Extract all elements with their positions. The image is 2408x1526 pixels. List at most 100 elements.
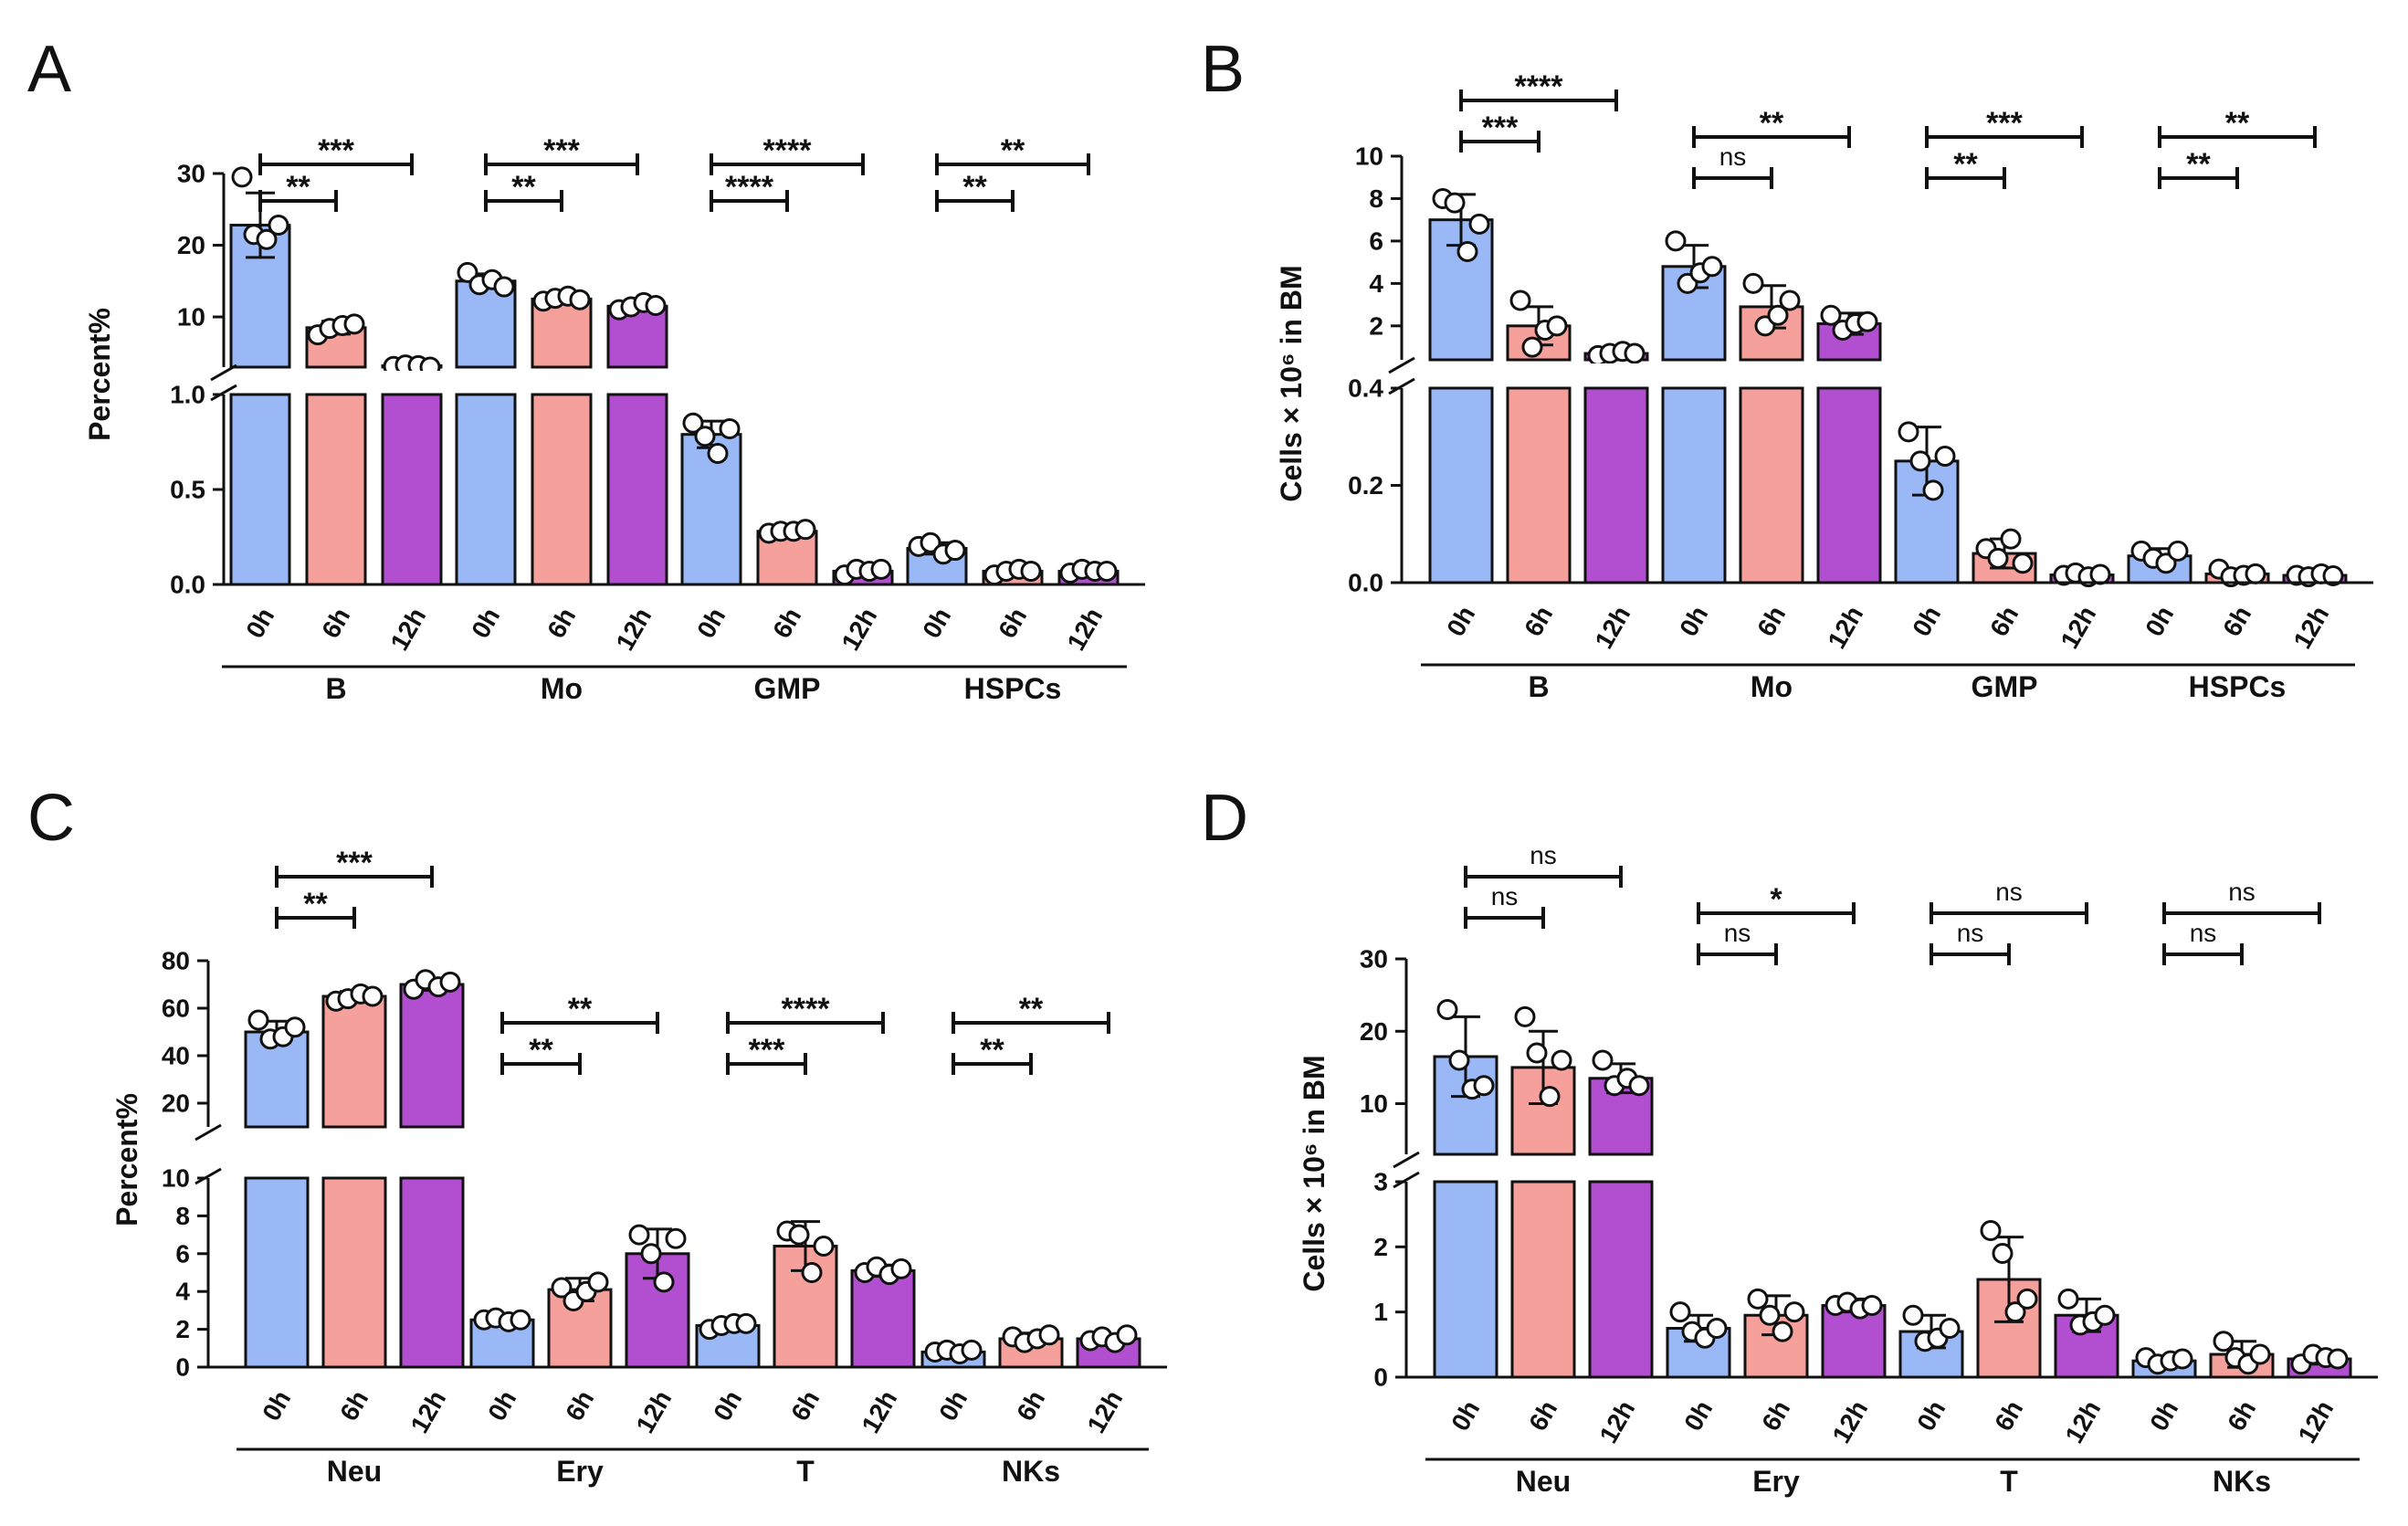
point-gmp-0h-3 — [707, 442, 729, 464]
point-b-6h-1 — [1509, 289, 1531, 311]
bar-mo-6h-lower — [1739, 386, 1804, 584]
bar-mo-12h-lower — [1816, 386, 1882, 584]
axis-break-band-c — [181, 1131, 1176, 1174]
point-neu-0h-1 — [247, 1009, 269, 1031]
point-t-6h-3 — [2004, 1301, 2026, 1323]
sig-label-b-12h: *** — [318, 133, 354, 168]
sig-label-gmp-6h: ** — [1953, 147, 1978, 182]
point-neu-6h-2 — [1526, 1042, 1548, 1064]
sig-label-gmp-12h: **** — [763, 133, 813, 168]
sig-label-hspcs-6h: ** — [2186, 147, 2211, 182]
point-mo-0h-1 — [1665, 230, 1687, 252]
sig-label-t-6h: ns — [1957, 919, 1984, 947]
y-tick-label-b: 6 — [1369, 226, 1383, 255]
y-tick-label-c: 6 — [175, 1239, 190, 1268]
x-tick-label-b-6h: 6h — [1519, 601, 1558, 641]
x-tick-label-neu-0h: 0h — [1446, 1395, 1485, 1436]
axis-break-mark-lower-c — [195, 1167, 222, 1185]
bar-gmp-6h — [756, 530, 818, 586]
x-tick-label-mo-6h: 6h — [542, 603, 581, 643]
point-gmp-12h-4 — [2089, 563, 2111, 585]
point-gmp-6h-4 — [794, 519, 816, 541]
y-tick-label-a: 20 — [177, 231, 205, 259]
sig-label-hspcs-6h: ** — [962, 170, 987, 205]
x-tick-label-gmp-6h: 6h — [767, 603, 806, 643]
point-neu-0h-1 — [1436, 998, 1458, 1020]
point-gmp-6h-4 — [2012, 553, 2034, 574]
sig-label-ery-12h: ** — [568, 992, 593, 1026]
point-ery-12h-1 — [628, 1224, 650, 1246]
point-t-12h-4 — [2094, 1304, 2116, 1326]
point-mo-12h-1 — [1820, 304, 1842, 326]
point-b-6h-2 — [1521, 336, 1543, 358]
panel-c: 0 2 4 6 8 10 20 40 60 80 Percent% 0h 6h 12h Neu 0h 6h 12h… — [110, 846, 1176, 1488]
point-ery-6h-3 — [1772, 1321, 1793, 1342]
x-tick-label-gmp-12h: 12h — [836, 603, 882, 655]
sig-label-nks-12h: ** — [1019, 992, 1044, 1026]
point-t-0h-1 — [1902, 1304, 1924, 1326]
sig-label-mo-12h: *** — [543, 133, 580, 168]
point-neu-6h-3 — [1539, 1086, 1561, 1108]
group-label-hspcs: HSPCs — [964, 672, 1062, 705]
bar-mo-6h-lower — [531, 393, 593, 586]
y-tick-label-d: 30 — [1360, 945, 1388, 973]
y-tick-label-c: 8 — [175, 1202, 190, 1230]
bar-neu-6h-lower — [1510, 1180, 1576, 1379]
point-hspcs-6h-4 — [1020, 560, 1042, 582]
bar-b-6h-lower — [305, 393, 367, 586]
point-b-12h-4 — [1624, 342, 1646, 364]
group-label-gmp: GMP — [754, 672, 821, 705]
x-tick-label-gmp-12h: 12h — [2055, 601, 2101, 653]
sig-label-gmp-12h: *** — [1986, 106, 2023, 141]
point-mo-6h-4 — [569, 289, 591, 310]
y-tick-label-c: 60 — [162, 995, 190, 1023]
x-tick-label-mo-12h: 12h — [610, 603, 657, 655]
point-nks-6h-1 — [2213, 1331, 2234, 1352]
y-tick-label-a: 0.5 — [170, 476, 205, 504]
point-nks-6h-4 — [1038, 1324, 1060, 1346]
point-hspcs-0h-3 — [2155, 553, 2177, 574]
x-tick-label-mo-6h: 6h — [1751, 601, 1791, 641]
point-mo-0h-4 — [1701, 256, 1723, 278]
point-ery-0h-1 — [1669, 1301, 1691, 1323]
bar-mo-0h-lower — [455, 393, 517, 586]
sig-label-t-6h: *** — [749, 1033, 785, 1068]
y-tick-label-b: 8 — [1369, 184, 1383, 213]
x-tick-label-b-0h: 0h — [240, 603, 279, 643]
x-tick-label-hspcs-0h: 0h — [917, 603, 956, 643]
x-tick-label-ery-12h: 12h — [630, 1385, 677, 1437]
axis-break-band-b — [1374, 363, 2382, 384]
point-gmp-0h-2 — [1909, 450, 1931, 472]
point-t-6h-3 — [801, 1262, 823, 1283]
group-label-neu: Neu — [327, 1455, 382, 1488]
panel-letter-b: B — [1201, 33, 1246, 106]
bar-b-12h-lower — [381, 393, 443, 586]
point-mo-6h-3 — [1767, 304, 1789, 326]
point-t-0h-4 — [735, 1312, 757, 1334]
x-tick-label-nks-6h: 6h — [2222, 1395, 2261, 1436]
x-tick-label-hspcs-12h: 12h — [1061, 603, 1108, 655]
sig-label-t-12h: **** — [782, 992, 831, 1026]
x-tick-label-b-0h: 0h — [1441, 601, 1480, 641]
x-tick-label-b-12h: 12h — [1589, 601, 1635, 653]
x-tick-label-b-12h: 12h — [384, 603, 431, 655]
panel-a: 0.0 0.5 1.0 10 20 30 Percent% 0h 6h 12h B 0h 6h 12h Mo… — [83, 133, 1154, 705]
x-tick-label-neu-12h: 12h — [405, 1385, 451, 1437]
point-gmp-0h-1 — [682, 412, 704, 434]
point-b-0h-3 — [1456, 241, 1478, 263]
bar-t-12h — [850, 1268, 916, 1369]
point-mo-6h-4 — [1779, 289, 1801, 311]
point-t-6h-4 — [2016, 1288, 2038, 1310]
x-tick-label-nks-0h: 0h — [933, 1385, 973, 1426]
panel-b: 0.0 0.2 0.4 2 4 6 8 10 Cells × 10⁶ in BM 0h 6h 12h B… — [1275, 69, 2382, 703]
y-tick-label-a: 30 — [177, 160, 205, 188]
x-tick-label-hspcs-6h: 6h — [2217, 601, 2256, 641]
x-tick-label-hspcs-0h: 0h — [2140, 601, 2179, 641]
x-tick-label-t-6h: 6h — [785, 1385, 825, 1426]
point-t-6h-2 — [788, 1224, 810, 1246]
x-tick-label-mo-0h: 0h — [466, 603, 505, 643]
bar-mo-12h-lower — [606, 393, 668, 586]
y-axis-title-a: Percent% — [83, 308, 116, 441]
point-gmp-0h-4 — [719, 417, 741, 439]
